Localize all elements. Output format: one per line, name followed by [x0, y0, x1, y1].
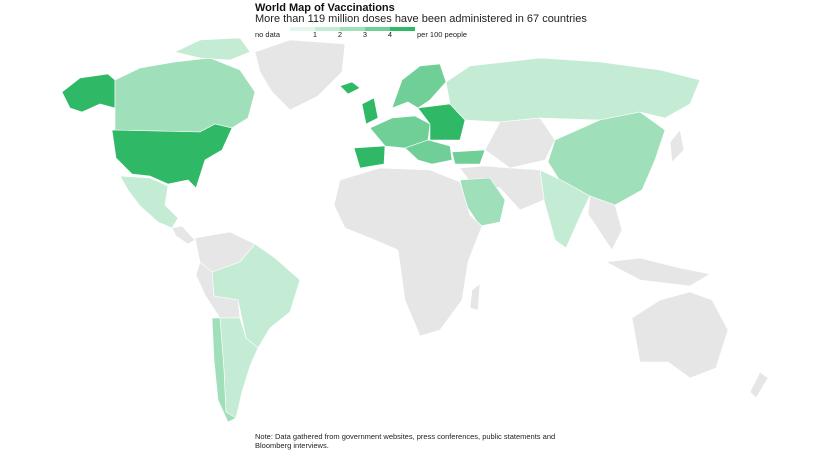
spain: [353, 145, 386, 169]
legend-tick-label: 2: [338, 30, 342, 39]
iceland: [339, 81, 361, 95]
scandinavia: [391, 63, 447, 109]
madagascar: [469, 283, 481, 311]
alaska: [61, 73, 116, 113]
legend-tick-label: 3: [363, 30, 367, 39]
chile: [211, 317, 237, 423]
legend-unit: per 100 people: [417, 30, 467, 39]
legend-swatch: [365, 27, 390, 31]
legend-tick-label: 4: [388, 30, 392, 39]
southeast-asia: [587, 195, 623, 251]
legend-swatch: [290, 27, 315, 31]
legend-swatch: [340, 27, 365, 31]
russia: [445, 57, 701, 123]
central-asia: [484, 117, 556, 169]
canada: [114, 57, 256, 133]
western-europe: [369, 115, 431, 149]
title: World Map of Vaccinations: [255, 2, 395, 14]
legend-tick-label: 1: [313, 30, 317, 39]
arctic-islands: [174, 37, 251, 61]
italy-balkans: [404, 139, 453, 165]
subtitle: More than 119 million doses have been ad…: [255, 13, 587, 25]
legend: no data per 100 people 1 2 3 4: [255, 27, 467, 39]
indonesia: [605, 257, 711, 287]
countries: [61, 37, 769, 423]
uk: [361, 97, 379, 125]
new-zealand: [749, 371, 769, 399]
map: no data per 100 people 1 2 3 4: [61, 27, 769, 423]
legend-swatch: [315, 27, 340, 31]
china: [547, 111, 666, 206]
japan: [669, 129, 685, 163]
note: Note: Data gathered from government webs…: [255, 432, 556, 450]
australia: [631, 291, 729, 379]
india: [539, 169, 591, 249]
legend-no-data: no data: [255, 30, 281, 39]
usa: [111, 123, 233, 189]
greenland: [254, 39, 346, 111]
turkey: [451, 149, 486, 165]
central-america: [171, 225, 196, 245]
mexico: [119, 175, 179, 229]
africa: [333, 167, 483, 337]
legend-swatch: [390, 27, 415, 31]
